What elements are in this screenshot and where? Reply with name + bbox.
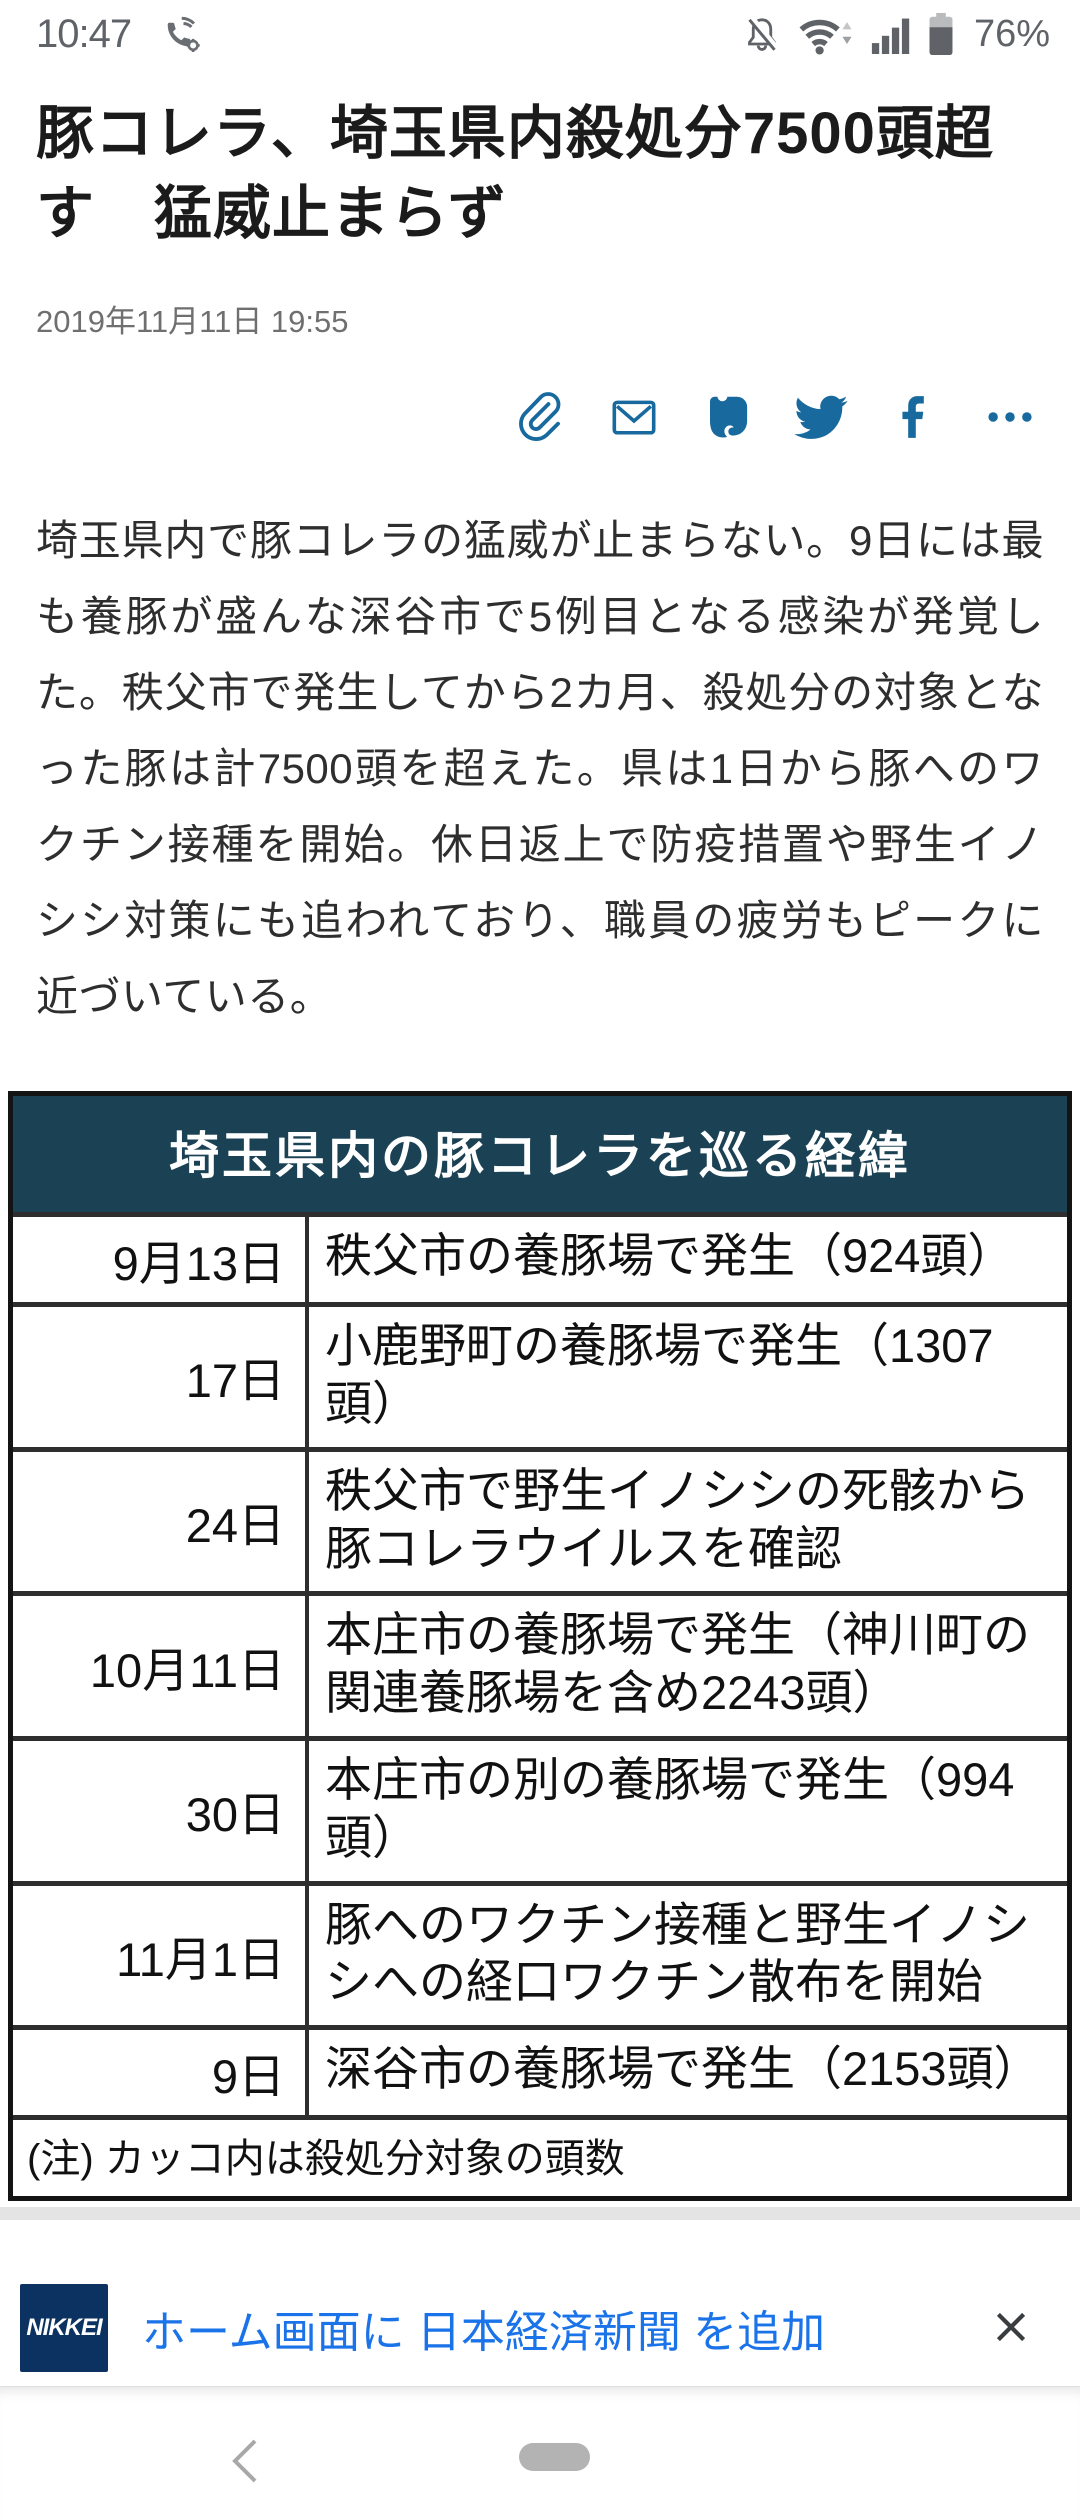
table-date-cell: 10月11日 <box>89 1643 285 1697</box>
table-row: 9日 深谷市の養豚場で発生（2153頭） <box>13 2025 1067 2116</box>
evernote-icon <box>701 390 755 447</box>
table-row: 9月13日 秩父市の養豚場で発生（924頭） <box>13 1212 1067 1303</box>
table-date-cell: 9月13日 <box>112 1237 285 1291</box>
share-facebook-button[interactable] <box>888 390 944 446</box>
envelope-icon <box>607 390 661 447</box>
share-link-button[interactable] <box>512 390 568 446</box>
timeline-table: 埼玉県内の豚コレラを巡る経緯 9月13日 秩父市の養豚場で発生（924頭） 17日小… <box>8 1091 1072 2202</box>
article-datetime: 2019年11月11日 19:55 <box>36 304 349 340</box>
battery-icon <box>927 12 955 56</box>
status-bar: 10:47 <box>0 0 1080 58</box>
gesture-nav-bar <box>0 2386 1080 2520</box>
wifi-calling-icon <box>159 13 201 55</box>
table-date-cell: 17日 <box>185 1354 285 1408</box>
add-to-home-banner: NIKKEI ホーム画面に 日本経済新聞 を追加 <box>0 2270 1080 2386</box>
table-date-cell: 9日 <box>211 2050 285 2104</box>
battery-percent: 76% <box>973 12 1050 55</box>
chevron-left-icon <box>228 2439 262 2488</box>
cellular-signal-icon <box>870 14 912 54</box>
table-event-cell: 小鹿野町の養豚場で発生（1307頭） <box>305 1307 1067 1447</box>
table-date-cell: 30日 <box>185 1788 285 1842</box>
table-event-cell: 秩父市の養豚場で発生（924頭） <box>305 1217 1067 1303</box>
paperclip-icon <box>513 390 567 447</box>
table-event-cell: 深谷市の養豚場で発生（2153頭） <box>305 2030 1067 2116</box>
share-toolbar <box>36 389 1044 447</box>
table-event-cell: 本庄市の養豚場で発生（神川町の関連養豚場を含め2243頭） <box>305 1596 1067 1736</box>
table-note: (注) カッコ内は殺処分対象の頭数 <box>13 2115 1067 2196</box>
table-row: 24日 秩父市で野生イノシシの死骸から豚コレラウイルスを確認 <box>13 1446 1067 1592</box>
back-button[interactable] <box>228 2437 262 2488</box>
article: 豚コレラ、埼玉県内殺処分7500頭超す 猛威止まらず 2019年11月11日 1… <box>0 94 1080 1035</box>
table-event-cell: 秩父市で野生イノシシの死骸から豚コレラウイルスを確認 <box>305 1451 1067 1592</box>
table-date-cell: 24日 <box>185 1499 285 1553</box>
ellipsis-icon <box>983 390 1037 447</box>
close-icon <box>990 2306 1032 2351</box>
table-rows: 9月13日 秩父市の養豚場で発生（924頭） 17日 小鹿野町の養豚場で発生（1307… <box>13 1212 1067 2116</box>
table-row: 30日 本庄市の別の養豚場で発生（994頭） <box>13 1735 1067 1881</box>
table-row: 10月11日 本庄市の養豚場で発生（神川町の関連養豚場を含め2243頭） <box>13 1591 1067 1736</box>
banner-close-button[interactable] <box>988 2305 1034 2351</box>
share-evernote-button[interactable] <box>700 390 756 446</box>
wifi-icon <box>797 13 855 55</box>
share-email-button[interactable] <box>606 390 662 446</box>
facebook-icon <box>891 389 941 448</box>
status-bar-left: 10:47 <box>36 12 201 57</box>
table-date-cell: 11月1日 <box>116 1932 285 1986</box>
table-shadow <box>0 2207 1080 2221</box>
share-twitter-button[interactable] <box>794 390 850 446</box>
home-pill[interactable] <box>519 2443 590 2471</box>
table-title: 埼玉県内の豚コレラを巡る経緯 <box>13 1096 1067 1213</box>
nikkei-logo: NIKKEI <box>20 2284 108 2372</box>
twitter-icon <box>794 389 850 448</box>
share-more-button[interactable] <box>982 390 1038 446</box>
table-row: 11月1日 豚へのワクチン接種と野生イノシシへの経口ワクチン散布を開始 <box>13 1880 1067 2026</box>
table-event-cell: 豚へのワクチン接種と野生イノシシへの経口ワクチン散布を開始 <box>305 1885 1067 2026</box>
table-row: 17日 小鹿野町の養豚場で発生（1307頭） <box>13 1302 1067 1447</box>
add-to-home-link[interactable]: ホーム画面に 日本経済新聞 を追加 <box>142 2308 826 2357</box>
article-body: 埼玉県内で豚コレラの猛威が止まらない。9日には最も養豚が盛んな深谷市で5例目とな… <box>36 517 1044 1021</box>
status-bar-right: 76% <box>742 12 1050 56</box>
notifications-off-icon <box>742 14 782 54</box>
table-event-cell: 本庄市の別の養豚場で発生（994頭） <box>305 1740 1067 1881</box>
article-title: 豚コレラ、埼玉県内殺処分7500頭超す 猛威止まらず <box>36 101 994 247</box>
clock: 10:47 <box>36 11 132 56</box>
